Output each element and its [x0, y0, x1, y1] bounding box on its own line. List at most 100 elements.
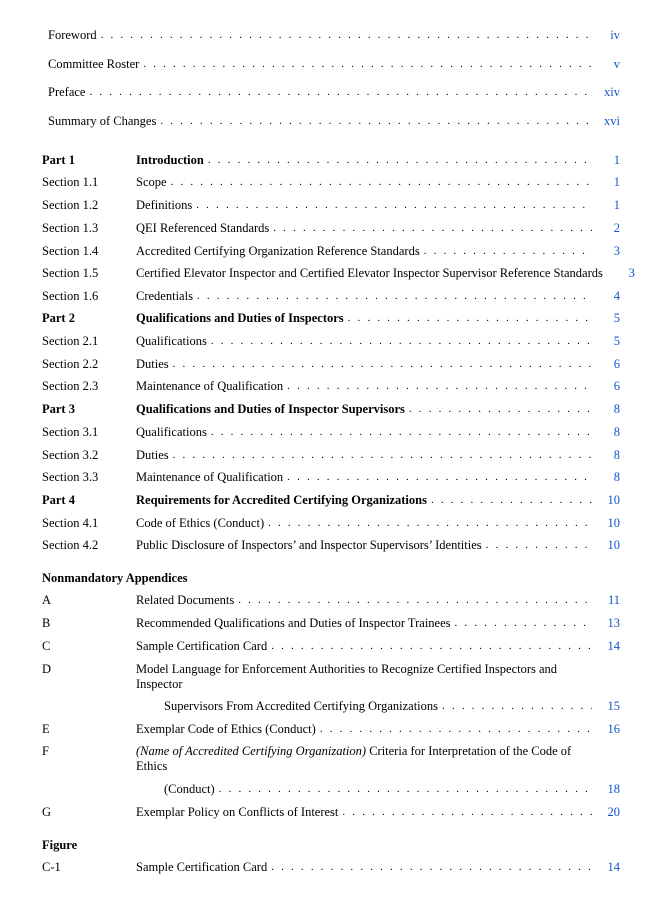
toc-label: Part 4 — [42, 493, 136, 508]
toc-page-link[interactable]: iv — [592, 28, 620, 43]
toc-dots — [271, 861, 592, 874]
toc-dots — [442, 700, 592, 713]
toc-page-link[interactable]: 8 — [592, 448, 620, 463]
toc-dots — [486, 539, 592, 552]
toc-title: Exemplar Policy on Conflicts of Interest — [136, 805, 342, 820]
toc-label: Section 1.2 — [42, 198, 136, 213]
toc-title: (Conduct) — [136, 782, 219, 797]
toc-row: Committee Roster v — [42, 57, 620, 72]
toc-page-link[interactable]: 1 — [592, 153, 620, 168]
toc-page-link[interactable]: 5 — [592, 311, 620, 326]
toc-row: F(Name of Accredited Certifying Organiza… — [42, 744, 620, 774]
toc-page-link[interactable]: 20 — [592, 805, 620, 820]
toc-row: Section 4.2Public Disclosure of Inspecto… — [42, 538, 620, 553]
toc-dots — [173, 449, 592, 462]
toc-title: Qualifications and Duties of Inspectors — [136, 311, 348, 326]
toc-title: Definitions — [136, 198, 196, 213]
toc-dots — [160, 115, 592, 128]
toc-page-link[interactable]: xiv — [592, 85, 620, 100]
toc-label: Section 1.4 — [42, 244, 136, 259]
toc-row: Section 3.1Qualifications8 — [42, 425, 620, 440]
toc-row: Section 1.2Definitions 1 — [42, 198, 620, 213]
toc-title: Requirements for Accredited Certifying O… — [136, 493, 431, 508]
toc-row: Supervisors From Accredited Certifying O… — [42, 699, 620, 714]
toc-row: C-1Sample Certification Card14 — [42, 860, 620, 875]
toc-row: Part 4Requirements for Accredited Certif… — [42, 493, 620, 508]
toc-row: (Conduct) 18 — [42, 782, 620, 797]
toc-page-link[interactable]: 8 — [592, 470, 620, 485]
toc-row: Section 2.2Duties6 — [42, 357, 620, 372]
toc-title: Sample Certification Card — [136, 860, 271, 875]
toc-label: Section 3.3 — [42, 470, 136, 485]
toc-row: Prefacexiv — [42, 85, 620, 100]
toc-page-link[interactable]: 16 — [592, 722, 620, 737]
toc-page-link[interactable]: 8 — [592, 425, 620, 440]
toc-label: Section 1.3 — [42, 221, 136, 236]
toc-label: Section 4.1 — [42, 516, 136, 531]
toc-dots — [431, 494, 592, 507]
toc-title: Recommended Qualifications and Duties of… — [136, 616, 455, 631]
toc-title: Credentials — [136, 289, 197, 304]
toc-label: B — [42, 616, 136, 631]
toc-dots — [424, 245, 592, 258]
toc-dots — [89, 86, 592, 99]
toc-label: E — [42, 722, 136, 737]
toc-label: Section 2.1 — [42, 334, 136, 349]
toc-label: C — [42, 639, 136, 654]
toc-page-link[interactable]: 3 — [607, 266, 635, 281]
toc-row: Section 1.3QEI Referenced Standards 2 — [42, 221, 620, 236]
toc-row: Section 2.3Maintenance of Qualification6 — [42, 379, 620, 394]
toc-title: Committee Roster — [48, 57, 143, 72]
toc-page-link[interactable]: v — [592, 57, 620, 72]
toc-page-link[interactable]: 13 — [592, 616, 620, 631]
toc-label: Section 3.2 — [42, 448, 136, 463]
toc-page-link[interactable]: 1 — [592, 175, 620, 190]
toc-label: A — [42, 593, 136, 608]
toc-page-link[interactable]: 10 — [592, 493, 620, 508]
toc-row: Part 3Qualifications and Duties of Inspe… — [42, 402, 620, 417]
toc-title: Scope — [136, 175, 171, 190]
toc-page-link[interactable]: 11 — [592, 593, 620, 608]
toc-label: Section 2.2 — [42, 357, 136, 372]
toc-dots — [143, 58, 592, 71]
toc-label: Section 4.2 — [42, 538, 136, 553]
toc-dots — [268, 517, 592, 530]
toc-page-link[interactable]: 4 — [592, 289, 620, 304]
toc-page-link[interactable]: 5 — [592, 334, 620, 349]
toc-row: EExemplar Code of Ethics (Conduct) 16 — [42, 722, 620, 737]
toc-page-link[interactable]: 10 — [592, 516, 620, 531]
toc-label: Part 3 — [42, 402, 136, 417]
toc-page-link[interactable]: 14 — [592, 639, 620, 654]
toc-title: Duties — [136, 448, 173, 463]
toc-page-link[interactable]: 3 — [592, 244, 620, 259]
toc-row: Section 1.1Scope1 — [42, 175, 620, 190]
toc-page-link[interactable]: 14 — [592, 860, 620, 875]
toc-page-link[interactable]: 8 — [592, 402, 620, 417]
toc-dots — [197, 290, 592, 303]
toc-title: Foreword — [48, 28, 101, 43]
toc-page-link[interactable]: 1 — [592, 198, 620, 213]
toc-title: QEI Referenced Standards — [136, 221, 273, 236]
toc-title: Exemplar Code of Ethics (Conduct) — [136, 722, 320, 737]
toc-dots — [287, 380, 592, 393]
toc-dots — [271, 640, 592, 653]
toc-title: Public Disclosure of Inspectors’ and Ins… — [136, 538, 486, 553]
toc-title: Maintenance of Qualification — [136, 470, 287, 485]
toc-dots — [320, 723, 592, 736]
toc-row: CSample Certification Card14 — [42, 639, 620, 654]
toc-page-link[interactable]: 15 — [592, 699, 620, 714]
toc-row: Section 4.1Code of Ethics (Conduct)10 — [42, 516, 620, 531]
toc-page-link[interactable]: 18 — [592, 782, 620, 797]
toc-page-link[interactable]: xvi — [592, 114, 620, 129]
toc-title: Qualifications — [136, 425, 211, 440]
toc-page-link[interactable]: 6 — [592, 357, 620, 372]
toc-row: GExemplar Policy on Conflicts of Interes… — [42, 805, 620, 820]
toc-label: G — [42, 805, 136, 820]
appendices-heading: Nonmandatory Appendices — [42, 571, 620, 586]
toc-page-link[interactable]: 6 — [592, 379, 620, 394]
toc-dots — [211, 426, 592, 439]
toc-page-link[interactable]: 10 — [592, 538, 620, 553]
toc-dots — [455, 617, 592, 630]
toc-page-link[interactable]: 2 — [592, 221, 620, 236]
toc-row: Section 1.5Certified Elevator Inspector … — [42, 266, 620, 281]
